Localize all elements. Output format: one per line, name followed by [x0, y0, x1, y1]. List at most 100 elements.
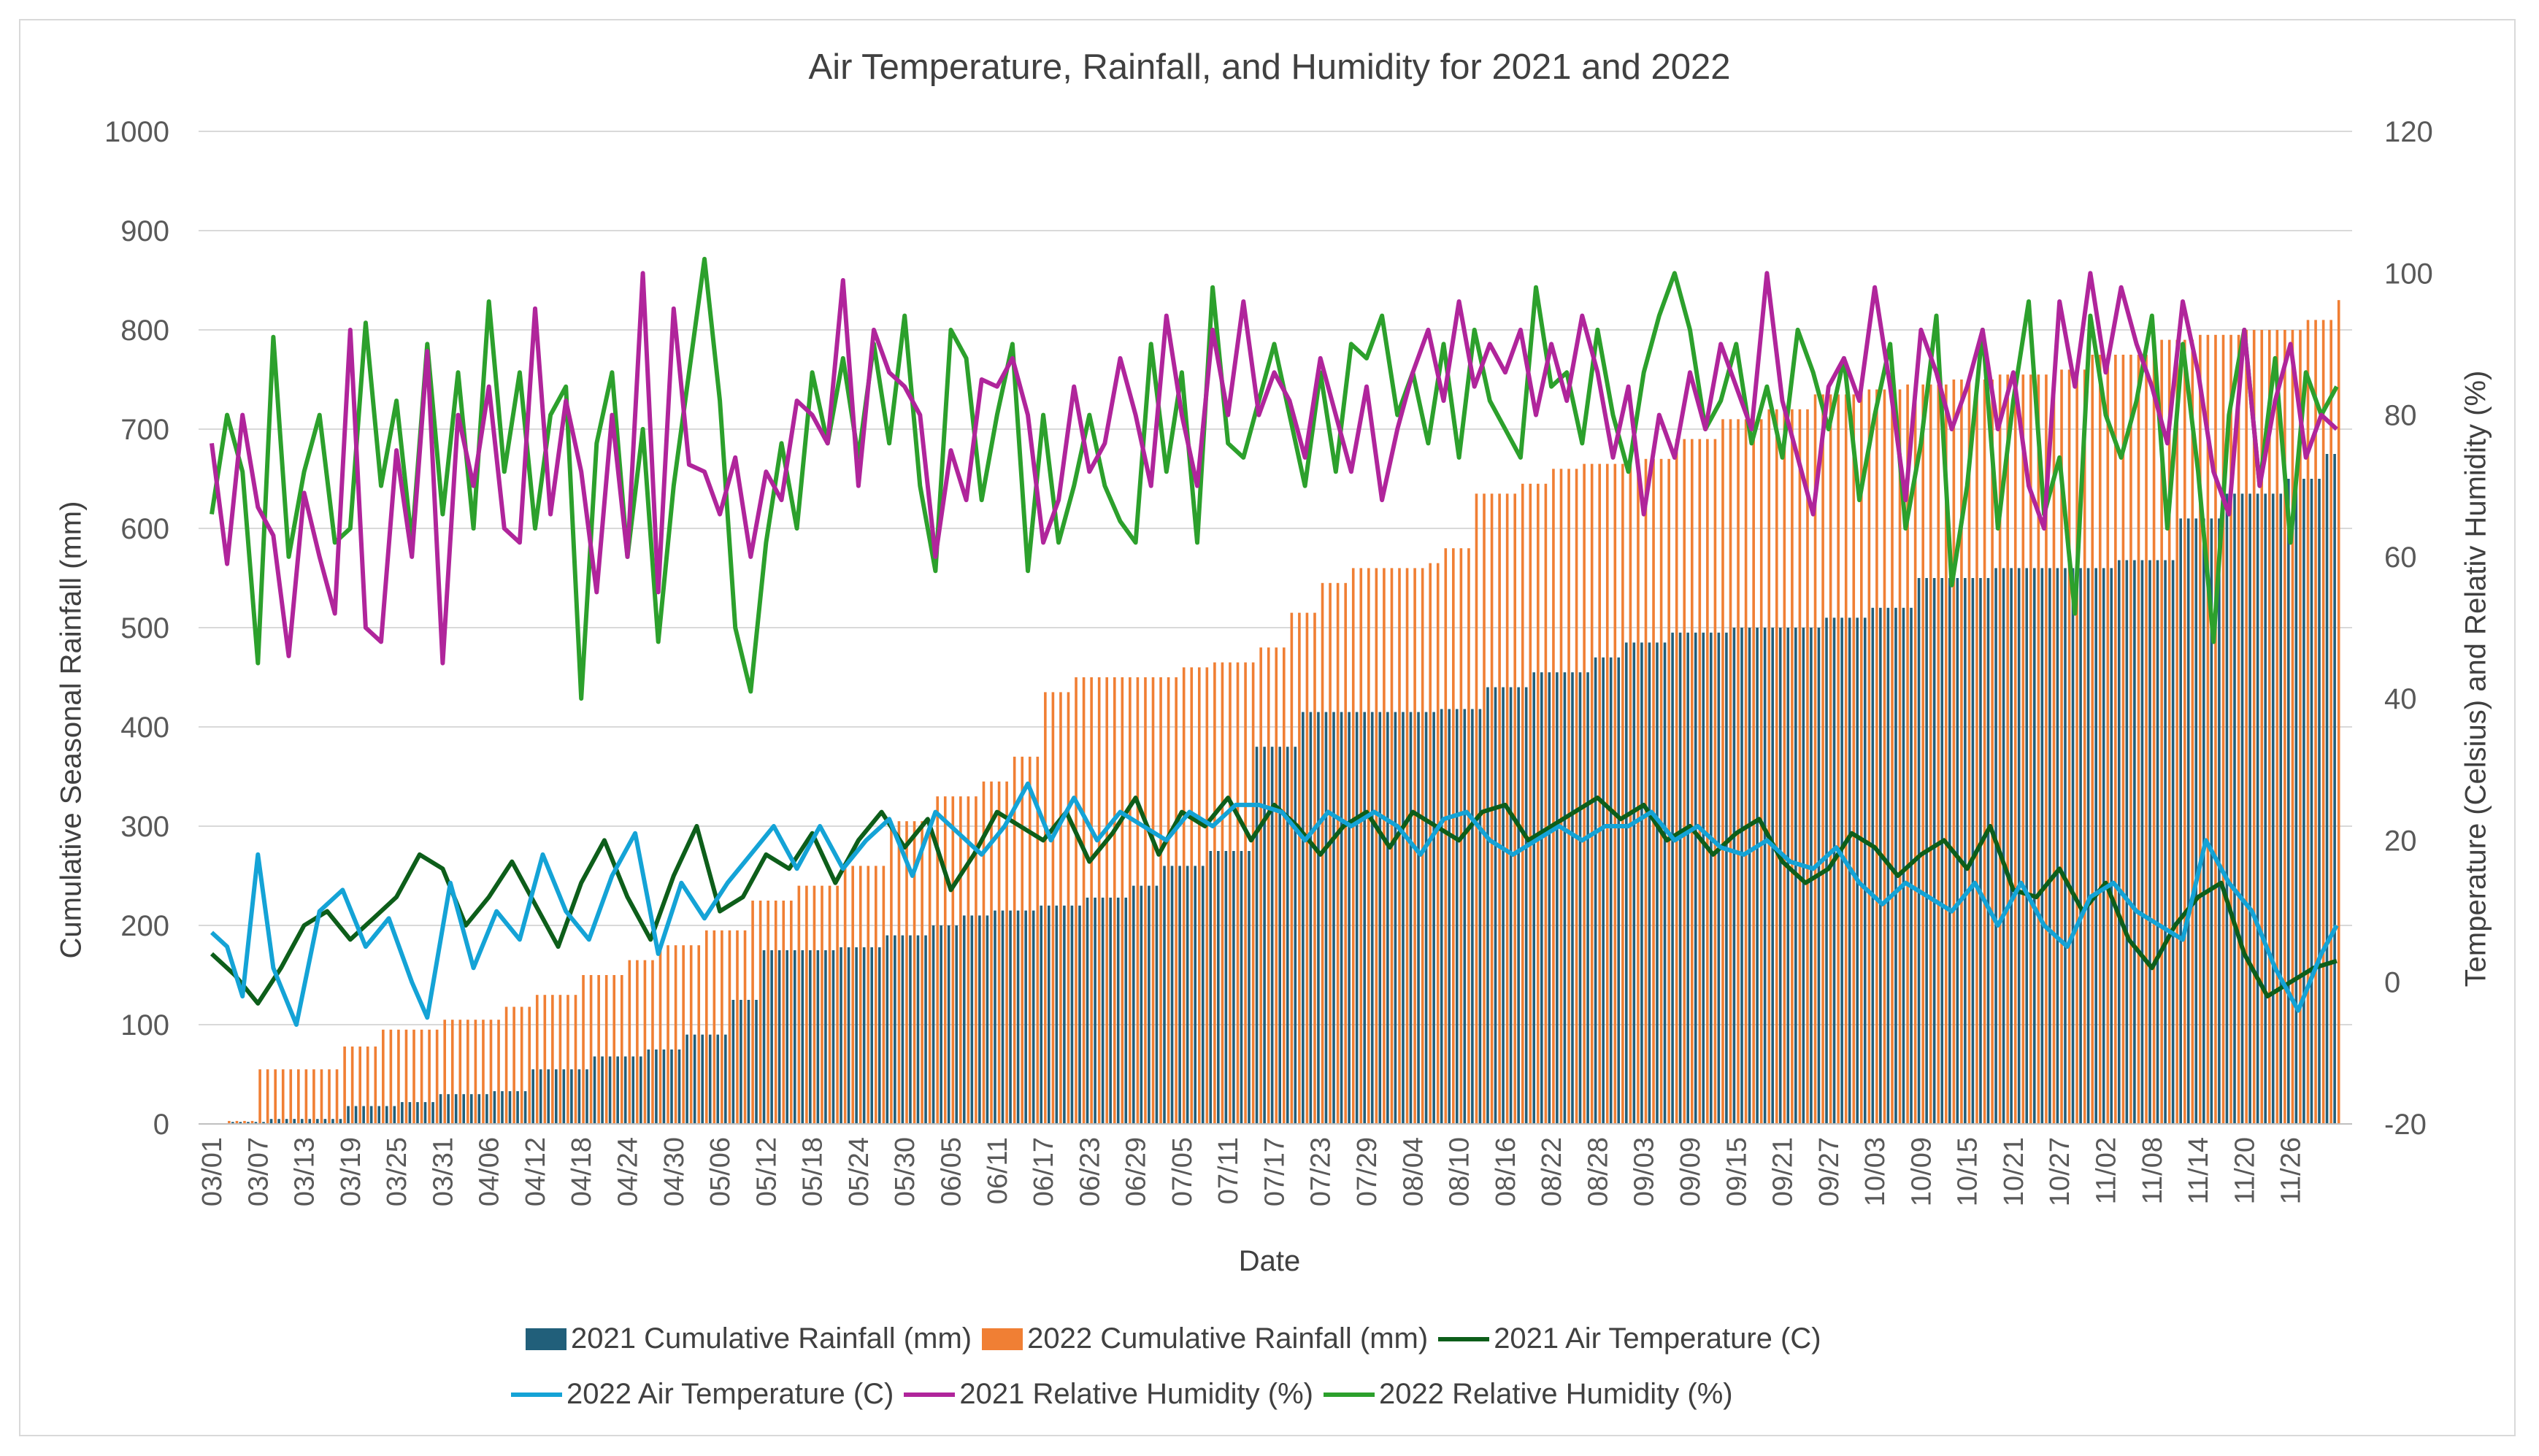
bar-rain-2021	[1609, 657, 1613, 1124]
bar-rain-2021	[2025, 568, 2029, 1124]
bar-rain-2021	[631, 1056, 635, 1124]
bar-rain-2022	[250, 1120, 254, 1124]
bar-rain-2021	[809, 950, 812, 1124]
bar-rain-2021	[1124, 897, 1128, 1124]
bar-rain-2022	[2121, 355, 2125, 1124]
bar-rain-2022	[2067, 369, 2071, 1124]
bar-rain-2021	[1040, 905, 1043, 1124]
bar-rain-2022	[1860, 389, 1863, 1124]
bar-rain-2022	[2106, 355, 2110, 1124]
bar-rain-2021	[855, 947, 858, 1124]
bar-rain-2022	[821, 885, 823, 1124]
x-tick-06-23: 06/23	[1075, 1137, 1105, 1206]
bar-rain-2021	[1086, 897, 1089, 1124]
bar-rain-2022	[366, 1046, 369, 1124]
bar-rain-2022	[2191, 339, 2194, 1125]
bar-rain-2021	[1686, 632, 1689, 1124]
x-tick-05-30: 05/30	[890, 1137, 921, 1206]
bar-rain-2022	[520, 1006, 523, 1124]
bar-rain-2022	[343, 1046, 346, 1124]
bar-rain-2021	[1471, 709, 1474, 1124]
bar-rain-2022	[1759, 419, 1763, 1124]
bar-rain-2022	[1383, 568, 1386, 1124]
bar-rain-2021	[777, 950, 781, 1124]
x-tick-03-01: 03/01	[197, 1137, 228, 1206]
bar-rain-2021	[870, 947, 874, 1124]
legend-label-rain-2022: 2022 Cumulative Rainfall (mm)	[1027, 1322, 1429, 1355]
bar-rain-2021	[1078, 905, 1081, 1124]
bar-rain-2021	[423, 1102, 427, 1124]
bar-rain-2021	[339, 1119, 342, 1124]
bar-rain-2021	[932, 925, 935, 1124]
bar-rain-2021	[2140, 560, 2144, 1124]
bar-rain-2021	[793, 950, 796, 1124]
bar-rain-2021	[655, 1049, 658, 1124]
bar-rain-2021	[647, 1049, 650, 1124]
bar-rain-2022	[428, 1029, 431, 1124]
bar-rain-2022	[1097, 677, 1101, 1124]
bar-rain-2021	[1394, 712, 1397, 1124]
bar-rain-2021	[1756, 628, 1759, 1124]
x-tick-09-15: 09/15	[1721, 1137, 1752, 1206]
bar-rain-2022	[358, 1046, 361, 1124]
bar-rain-2022	[1275, 647, 1278, 1124]
bar-rain-2022	[297, 1069, 300, 1124]
bar-rain-2022	[1575, 469, 1578, 1124]
bar-rain-2022	[2160, 339, 2163, 1125]
bar-rain-2022	[1559, 469, 1563, 1124]
legend-swatch-hum-2021	[904, 1392, 956, 1397]
bar-rain-2022	[1813, 394, 1817, 1124]
y-left-tick-300: 300	[120, 811, 169, 843]
bar-rain-2022	[967, 796, 970, 1124]
bar-rain-2021	[454, 1094, 458, 1124]
series-lines	[210, 256, 2339, 1027]
bar-rain-2022	[2275, 330, 2279, 1124]
bar-rain-2022	[1598, 463, 1602, 1124]
bar-rain-2022	[1605, 463, 1609, 1124]
bar-rain-2022	[1444, 548, 1448, 1124]
bar-rain-2022	[1236, 662, 1240, 1124]
bar-rain-2021	[894, 935, 896, 1124]
x-tick-08-22: 08/22	[1537, 1137, 1567, 1206]
bar-rain-2022	[2329, 320, 2332, 1124]
bar-rain-2021	[886, 935, 889, 1124]
bar-rain-2021	[316, 1119, 319, 1124]
bar-rain-2022	[1659, 458, 1663, 1124]
bar-rain-2022	[612, 975, 616, 1124]
bar-rain-2022	[1921, 384, 1924, 1124]
x-tick-10-27: 10/27	[2045, 1137, 2075, 1206]
bar-rain-2021	[1417, 712, 1420, 1124]
bar-rain-2021	[901, 935, 904, 1124]
bar-rain-2021	[2302, 479, 2305, 1124]
x-tick-06-29: 06/29	[1121, 1137, 1152, 1206]
bar-rain-2021	[1663, 642, 1667, 1124]
bar-rain-2021	[1186, 866, 1189, 1124]
bar-rain-2021	[2171, 560, 2175, 1124]
bar-rain-2022	[435, 1029, 439, 1124]
bar-rain-2022	[1613, 463, 1617, 1124]
y-right-tick-40: 40	[2384, 683, 2417, 715]
bar-rain-2021	[1763, 628, 1767, 1124]
x-tick-07-05: 07/05	[1167, 1137, 1198, 1206]
bar-rain-2021	[1163, 866, 1166, 1124]
bar-rain-2021	[862, 947, 866, 1124]
x-tick-06-11: 06/11	[983, 1137, 1013, 1204]
bar-rain-2022	[1005, 781, 1008, 1124]
bar-rain-2022	[1205, 667, 1209, 1124]
bar-rain-2021	[1548, 672, 1551, 1124]
bar-rain-2022	[743, 930, 747, 1124]
bar-rain-2021	[477, 1094, 481, 1124]
bar-rain-2022	[1344, 582, 1347, 1124]
bar-rain-2021	[970, 915, 974, 1124]
bar-rain-2022	[2267, 330, 2271, 1124]
bar-rain-2021	[1286, 747, 1289, 1124]
bar-rain-2021	[2325, 454, 2329, 1124]
bar-rain-2022	[2075, 369, 2078, 1124]
bar-rain-2021	[1656, 642, 1659, 1124]
bar-rain-2021	[1101, 897, 1105, 1124]
bar-rain-2021	[693, 1034, 696, 1124]
bar-rain-2021	[1440, 709, 1443, 1124]
bar-rain-2021	[516, 1091, 519, 1124]
bar-rain-2022	[797, 885, 801, 1124]
